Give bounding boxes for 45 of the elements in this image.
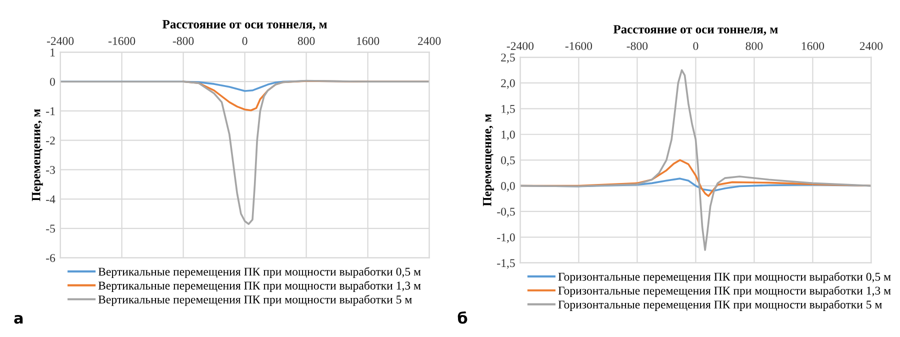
legend-label: Горизонтальные перемещения ПК при мощности выработки 1,3 м bbox=[558, 286, 891, 298]
x-tick-label: -1600 bbox=[565, 42, 592, 50]
text: а bbox=[14, 314, 23, 324]
x-tick-label: 1600 bbox=[802, 42, 824, 50]
y-axis-title: Перемещение, м bbox=[483, 114, 494, 206]
y-tick-label: 1 bbox=[50, 48, 55, 56]
line-series bbox=[520, 69, 872, 251]
y-tick-label: -5 bbox=[46, 224, 55, 233]
x-tick-label: -800 bbox=[172, 37, 194, 45]
y-tick-label: -1,0 bbox=[497, 233, 515, 244]
x-tick-label: 0 bbox=[242, 37, 248, 45]
y-tick-label: -1,5 bbox=[497, 259, 515, 269]
legend-label: Вертикальные перемещения ПК при мощности выработки 5 м bbox=[98, 294, 412, 306]
x-tick-label: 2400 bbox=[418, 37, 441, 45]
y-tick-label: 2,5 bbox=[501, 54, 515, 64]
y-tick-label: 2,0 bbox=[501, 79, 515, 89]
y-tick-label: -2 bbox=[46, 136, 55, 144]
x-tick-label: 2400 bbox=[860, 42, 883, 50]
y-tick-label: -0,5 bbox=[497, 208, 515, 218]
x-tick-label: -1600 bbox=[108, 37, 136, 45]
legend-label: Горизонтальные перемещения ПК при мощности выработки 0,5 м bbox=[558, 272, 891, 284]
x-tick-label: -800 bbox=[626, 42, 648, 50]
line-series bbox=[60, 80, 430, 225]
y-tick-label: 0,0 bbox=[501, 182, 515, 192]
x-tick-label: 800 bbox=[298, 37, 315, 45]
y-tick-label: 0,5 bbox=[501, 156, 515, 166]
x-tick-label: 0 bbox=[693, 42, 698, 50]
x-tick-label: -2400 bbox=[506, 42, 534, 50]
legend-label: Вертикальные перемещения ПК при мощности выработки 0,5 м bbox=[98, 267, 421, 278]
text: б bbox=[458, 311, 468, 324]
x-tick-label: 800 bbox=[746, 42, 763, 50]
x-axis-title: Расстояние от оси тоннеля, м bbox=[162, 20, 327, 30]
x-tick-label: 1600 bbox=[357, 37, 380, 45]
y-tick-label: -6 bbox=[46, 254, 56, 262]
x-tick-label: -2400 bbox=[46, 37, 74, 45]
x-axis-title: Расстояние от оси тоннеля, м bbox=[613, 25, 778, 36]
y-tick-label: 1,0 bbox=[502, 130, 515, 140]
y-tick-label: 0 bbox=[50, 78, 55, 86]
legend-label: Вертикальные перемещения ПК при мощности выработки 1,3 м bbox=[98, 281, 421, 292]
y-tick-label: -4 bbox=[46, 195, 56, 204]
y-axis-title: Перемещение, м bbox=[32, 109, 43, 202]
legend-label: Горизонтальные перемещения ПК при мощности выработки 5 м bbox=[558, 300, 882, 311]
y-tick-label: -1 bbox=[46, 107, 55, 116]
y-tick-label: 1,5 bbox=[502, 104, 515, 115]
y-tick-label: -3 bbox=[46, 166, 55, 174]
